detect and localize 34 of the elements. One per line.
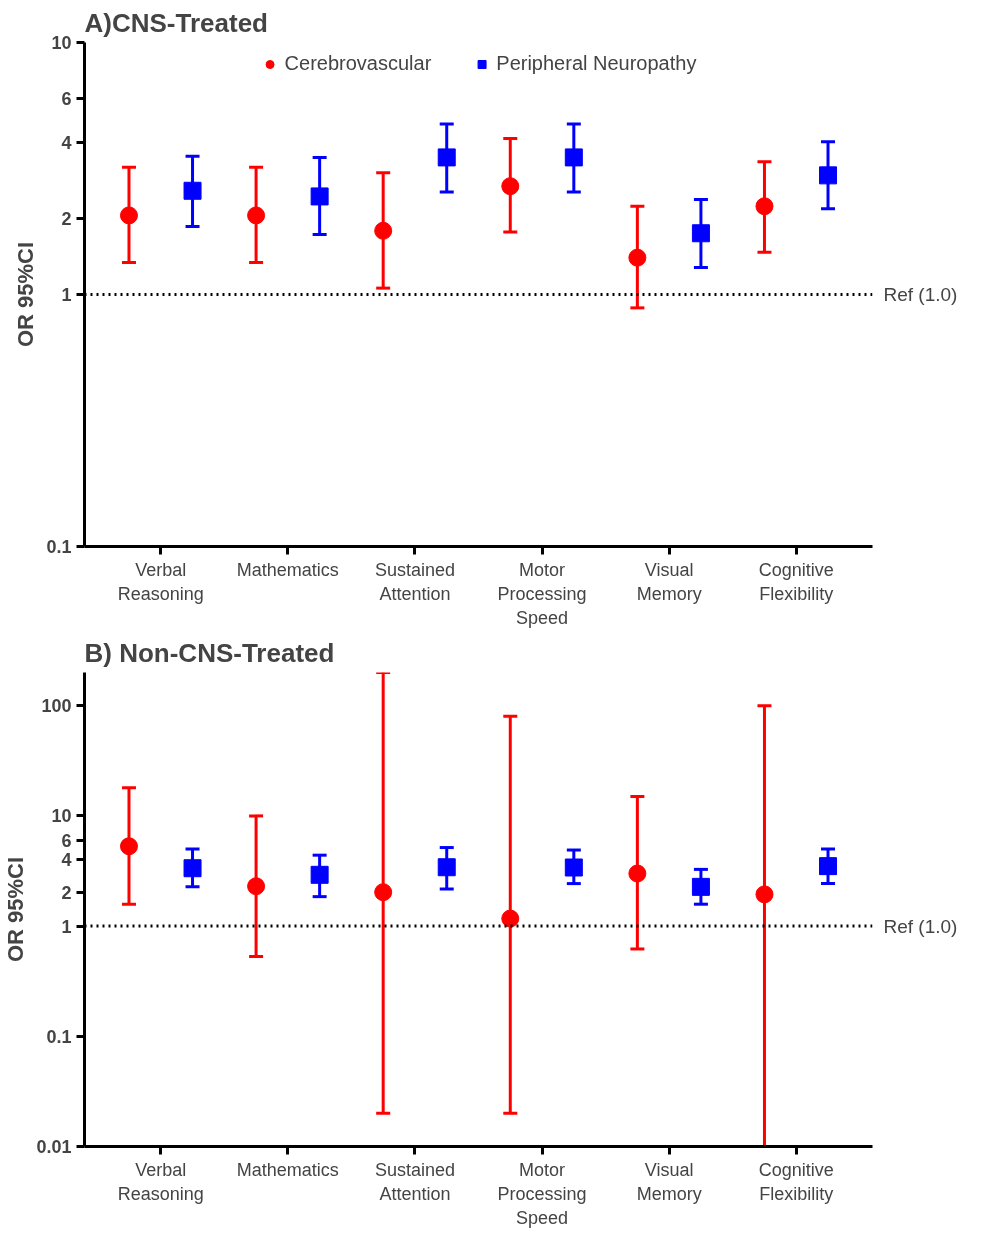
x-tick-label: Motor Processing Speed xyxy=(497,1159,587,1228)
y-tick-label: 4 xyxy=(61,133,72,154)
x-tick-label: Mathematics xyxy=(236,559,339,580)
x-tick-label: Motor Processing Speed xyxy=(497,559,587,628)
y-tick-label: 100 xyxy=(41,696,72,717)
y-tick-label: 1 xyxy=(61,285,72,305)
x-tick-label: Visual Memory xyxy=(636,559,702,604)
y-tick-label: 10 xyxy=(51,33,72,53)
x-tick-label: Verbal Reasoning xyxy=(117,559,204,604)
legend-label: Peripheral Neuropathy xyxy=(496,52,697,75)
chart-title: A)CNS-Treated xyxy=(84,7,268,38)
y-tick-label: 1 xyxy=(61,916,72,937)
y-tick-label: 2 xyxy=(61,209,72,230)
y-tick-label: 0.01 xyxy=(36,1137,72,1157)
y-tick-label: 10 xyxy=(51,806,72,827)
y-axis-title: OR 95%CI xyxy=(13,241,39,348)
chart-title: B) Non-CNS-Treated xyxy=(84,637,335,668)
y-tick-label: 0.1 xyxy=(46,537,72,557)
x-tick-label: Visual Memory xyxy=(636,1159,702,1204)
ref-line-label: Ref (1.0) xyxy=(883,915,958,937)
y-tick-label: 4 xyxy=(61,850,72,871)
x-tick-label: Sustained Attention xyxy=(374,1159,455,1204)
y-tick-label: 0.1 xyxy=(46,1026,72,1047)
ref-line-label: Ref (1.0) xyxy=(883,284,958,305)
x-tick-label: Mathematics xyxy=(236,1159,339,1180)
y-axis-title: OR 95%CI xyxy=(3,856,29,963)
x-tick-label: Sustained Attention xyxy=(374,559,455,604)
x-tick-label: Cognitive Flexibility xyxy=(758,1159,834,1204)
x-tick-label: Cognitive Flexibility xyxy=(758,559,834,604)
x-tick-label: Verbal Reasoning xyxy=(117,1159,204,1204)
legend-label: Cerebrovascular xyxy=(284,52,432,75)
y-tick-label: 6 xyxy=(61,88,72,109)
y-tick-label: 6 xyxy=(61,830,72,851)
y-tick-label: 2 xyxy=(61,883,72,904)
